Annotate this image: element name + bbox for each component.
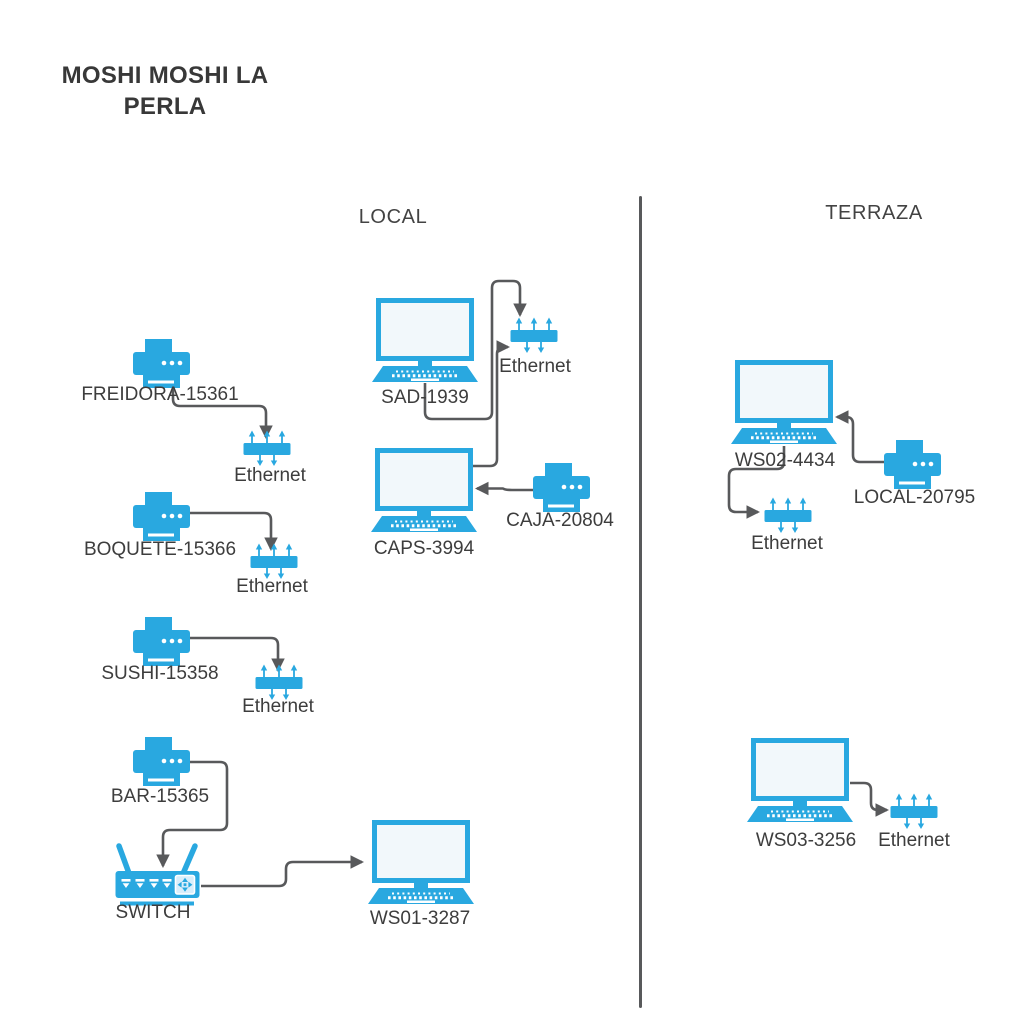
connector-ws03-ethernet[interactable] bbox=[850, 781, 890, 817]
local-printer-label: LOCAL-20795 bbox=[853, 487, 976, 508]
connector-local-ws02[interactable] bbox=[834, 410, 885, 464]
switch-router-icon[interactable] bbox=[110, 840, 205, 906]
section-header-terraza: TERRAZA bbox=[825, 202, 923, 224]
sad-computer-icon[interactable] bbox=[372, 298, 478, 382]
sushi-label: SUSHI-15358 bbox=[101, 663, 219, 684]
boquete-label: BOQUETE-15366 bbox=[83, 539, 237, 560]
sushi-ethernet-icon[interactable] bbox=[255, 664, 303, 700]
ws02-computer-icon[interactable] bbox=[731, 360, 837, 444]
connector-switch-ws01[interactable] bbox=[201, 855, 365, 888]
section-divider bbox=[639, 196, 642, 1008]
ws03-ethernet-icon[interactable] bbox=[890, 793, 938, 829]
sushi-printer-icon[interactable] bbox=[133, 617, 190, 666]
ws02-label: WS02-4434 bbox=[734, 450, 836, 471]
ws03-label: WS03-3256 bbox=[755, 830, 857, 851]
caps-label: CAPS-3994 bbox=[373, 538, 475, 559]
boquete-ethernet-label: Ethernet bbox=[236, 576, 308, 597]
freidora-label: FREIDORA-15361 bbox=[81, 384, 239, 405]
ws01-computer-icon[interactable] bbox=[368, 820, 474, 904]
caja-label: CAJA-20804 bbox=[506, 510, 614, 531]
caja-printer-icon[interactable] bbox=[533, 463, 590, 512]
connector-bar-switch[interactable] bbox=[156, 760, 229, 869]
connector-boquete-ethernet[interactable] bbox=[189, 511, 278, 552]
sad-ethernet-label: Ethernet bbox=[499, 356, 571, 377]
boquete-printer-icon[interactable] bbox=[133, 492, 190, 541]
connector-freidora-ethernet[interactable] bbox=[171, 384, 273, 440]
connector-ws02-ethernet[interactable] bbox=[727, 446, 786, 519]
ws03-computer-icon[interactable] bbox=[747, 738, 853, 822]
ws03-ethernet-label: Ethernet bbox=[878, 830, 950, 851]
bar-printer-icon[interactable] bbox=[133, 737, 190, 786]
connector-caja-caps[interactable] bbox=[474, 481, 533, 496]
ws02-ethernet-label: Ethernet bbox=[751, 533, 823, 554]
switch-label: SWITCH bbox=[115, 902, 191, 923]
section-header-local: LOCAL bbox=[358, 206, 428, 228]
bar-label: BAR-15365 bbox=[110, 786, 210, 807]
ws02-ethernet-icon[interactable] bbox=[764, 497, 812, 533]
freidora-printer-icon[interactable] bbox=[133, 339, 190, 388]
local-printer-icon[interactable] bbox=[884, 440, 941, 489]
diagram-title: MOSHI MOSHI LA PERLA bbox=[61, 62, 269, 120]
sushi-ethernet-label: Ethernet bbox=[242, 696, 314, 717]
connector-sushi-ethernet[interactable] bbox=[189, 636, 285, 673]
connector-caps-ethernet[interactable] bbox=[470, 340, 511, 468]
freidora-ethernet-label: Ethernet bbox=[234, 465, 306, 486]
sad-label: SAD-1939 bbox=[381, 387, 469, 408]
freidora-ethernet-icon[interactable] bbox=[243, 430, 291, 466]
caps-computer-icon[interactable] bbox=[371, 448, 477, 532]
connector-sad-ethernet[interactable] bbox=[423, 279, 527, 421]
sad-ethernet-icon[interactable] bbox=[510, 317, 558, 353]
ws01-label: WS01-3287 bbox=[369, 908, 471, 929]
